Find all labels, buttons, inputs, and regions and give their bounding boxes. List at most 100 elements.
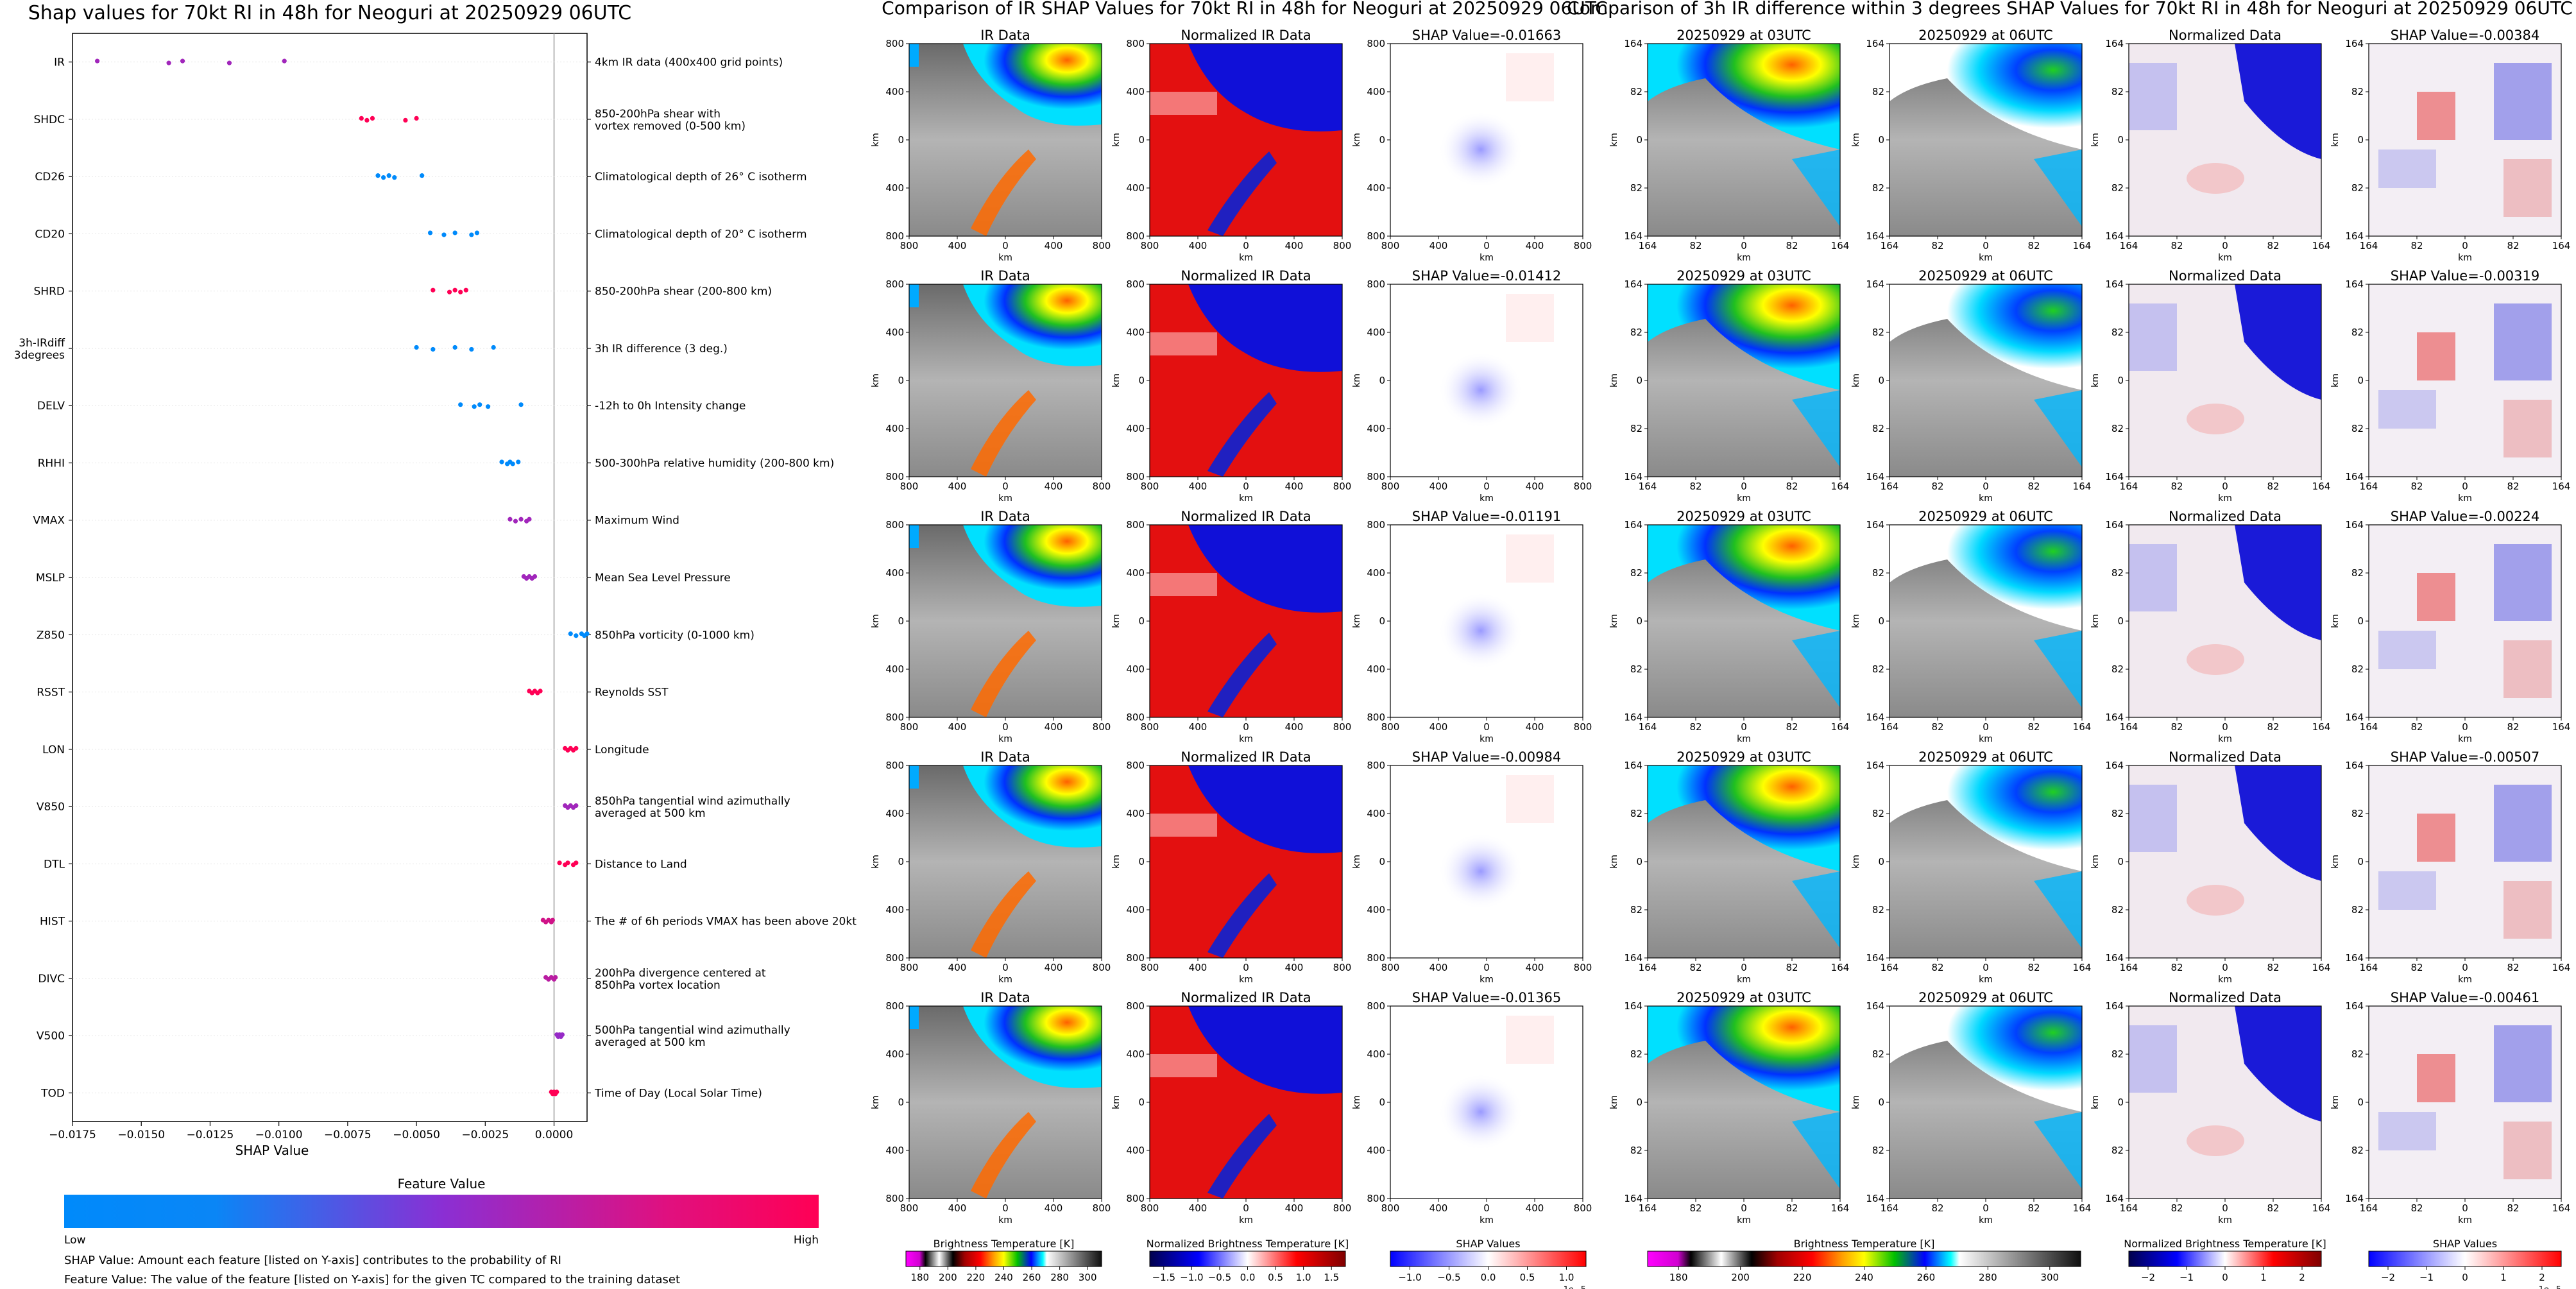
map-xtick-label: 164 [2312, 481, 2331, 492]
shap-point [532, 574, 538, 579]
feature-colorbar [64, 1195, 819, 1228]
shap-point [574, 803, 579, 808]
shap-point [568, 631, 573, 636]
diff-edge-band [1792, 390, 1840, 467]
shap-point [282, 58, 287, 64]
map-ytick-label: 82 [2111, 1145, 2124, 1156]
map-ytick-label: 164 [1866, 38, 1884, 49]
shap-point [574, 860, 579, 866]
feature-name-label: SHRD [34, 286, 65, 298]
map-xtick-label: 400 [1189, 481, 1207, 492]
map-xtick-label: 164 [1831, 1202, 1850, 1214]
map-ytick-label: 0 [1138, 1097, 1145, 1108]
map-ytick-label: 164 [2345, 519, 2364, 531]
map-xtick-label: 800 [1093, 1202, 1111, 1214]
map-xtick-label: 82 [2027, 240, 2040, 252]
diff-cloud [1889, 44, 2082, 149]
bt-colorbar-label: Brightness Temperature [K] [934, 1238, 1075, 1250]
shap-colorbar-tick-label: −1.0 [1398, 1272, 1421, 1283]
map-ytick-label: 800 [885, 471, 904, 482]
footnote-feature: Feature Value: The value of the feature … [64, 1273, 680, 1286]
shap-point [486, 404, 491, 409]
map-xtick-label: 800 [900, 481, 919, 492]
feature-name-label: CD26 [35, 171, 65, 184]
map-xtick-label: 82 [2027, 481, 2040, 492]
map-ytick-label: 400 [1367, 904, 1385, 916]
shap-point [574, 746, 579, 751]
map-xtick-label: 164 [1639, 962, 1657, 973]
shapdiff-red2 [2503, 159, 2552, 217]
feature-description-label: 3h IR difference (3 deg.) [595, 343, 728, 355]
map-ytick-label: 400 [1367, 1145, 1385, 1156]
map-xtick-label: 800 [1093, 962, 1111, 973]
map-ytick-label: 164 [2345, 760, 2364, 771]
map-xtick-label: 400 [1285, 962, 1304, 973]
feature-description-label: 4km IR data (400x400 grid points) [595, 56, 783, 69]
map-xtick-label: 400 [1045, 962, 1063, 973]
map-ytick-label: 164 [1624, 230, 1642, 242]
diff-cloud [1889, 525, 2082, 631]
ir-corner-cold [909, 44, 919, 67]
diff-edge-band [1792, 149, 1840, 226]
map-ytick-label: 400 [1367, 1048, 1385, 1060]
shap-point [386, 173, 391, 178]
footnote-shap: SHAP Value: Amount each feature [listed … [64, 1254, 561, 1267]
diff-norm-colorbar-tick-label: 2 [2299, 1272, 2305, 1283]
map-xtick-label: 164 [2312, 240, 2331, 252]
map-title: IR Data [980, 509, 1030, 524]
diff-cloud [1889, 284, 2082, 390]
map-xtick-label: 0 [1983, 481, 1989, 492]
diff-shap-colorbar-offset: 1e−5 [2539, 1285, 2561, 1289]
map-ytick-label: 164 [2345, 712, 2364, 723]
map-xtick-label: 0 [1243, 721, 1249, 733]
map-xtick-label: 400 [1526, 481, 1544, 492]
map-x-axis-label: km [2458, 975, 2472, 985]
xtick-label: −0.0025 [461, 1129, 509, 1141]
map-xtick-label: 82 [1689, 962, 1702, 973]
map-x-axis-label: km [1480, 253, 1494, 263]
map-xtick-label: 82 [2507, 481, 2519, 492]
bt-colorbar-tick-label: 260 [1023, 1272, 1041, 1283]
map-ytick-label: 164 [2105, 1000, 2124, 1012]
map-xtick-label: 164 [2360, 1202, 2378, 1214]
map-xtick-label: 164 [1881, 721, 1899, 733]
cloud-shield [963, 284, 1102, 366]
map-y-axis-label: km [1851, 373, 1861, 388]
map-ytick-label: 400 [1126, 808, 1145, 819]
map-y-axis-label: km [1609, 1095, 1619, 1109]
map-ytick-label: 82 [1872, 86, 1884, 98]
map-xtick-label: 0 [2462, 962, 2468, 973]
map-ytick-label: 0 [1138, 615, 1145, 627]
feature-name-label: 3h-IRdiff 3degrees [14, 337, 66, 362]
map-xtick-label: 400 [1189, 1202, 1207, 1214]
norm-colorbar-tick-label: 0.0 [1240, 1272, 1256, 1283]
shap-colorbar-tick-label: 0.5 [1520, 1272, 1535, 1283]
diff-bt-colorbar-tick-label: 180 [1669, 1272, 1688, 1283]
normdiff-left [2129, 303, 2177, 371]
shap-point [414, 115, 419, 121]
map-title: 20250929 at 06UTC [1918, 509, 2053, 524]
map-title: 20250929 at 06UTC [1918, 268, 2053, 284]
norm-highlight [1150, 1054, 1217, 1077]
map-x-axis-label: km [998, 253, 1012, 263]
map-ytick-label: 0 [1878, 615, 1884, 627]
shap-value-title: SHAP Value=-0.00984 [1412, 749, 1562, 765]
shap-point [499, 459, 504, 465]
ir-corner-cold [909, 765, 919, 789]
shap-value-title: SHAP Value=-0.00507 [2391, 749, 2540, 765]
map-title: 20250929 at 03UTC [1676, 990, 1811, 1005]
map-ytick-label: 0 [1379, 856, 1385, 867]
rainband [971, 149, 1036, 236]
map-xtick-label: 400 [1045, 1202, 1063, 1214]
shap-point [375, 173, 380, 178]
shap-point [518, 516, 524, 522]
map-ytick-label: 164 [1866, 760, 1884, 771]
shap-point [474, 230, 480, 235]
shap-point [166, 60, 171, 65]
map-ytick-label: 0 [898, 615, 904, 627]
map-xtick-label: 0 [2462, 481, 2468, 492]
map-xtick-label: 400 [1429, 1202, 1448, 1214]
shapdiff-blue [2494, 63, 2552, 140]
feature-name-label: SHDC [33, 114, 65, 126]
diff-shap-colorbar [2368, 1251, 2562, 1267]
